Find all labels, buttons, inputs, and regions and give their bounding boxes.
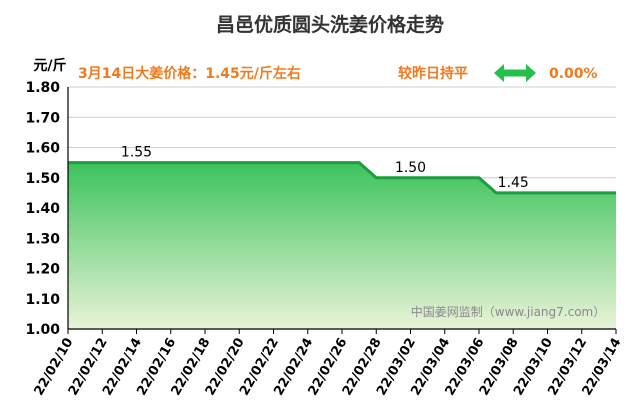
y-tick-label: 1.20: [25, 262, 60, 278]
chart-title: 昌邑优质圆头洗姜价格走势: [216, 13, 444, 36]
y-tick-label: 1.50: [25, 171, 60, 187]
data-label: 1.45: [498, 175, 529, 191]
price-area: [68, 162, 616, 329]
price-note: 3月14日大姜价格：1.45元/斤左右: [78, 65, 301, 82]
data-label: 1.50: [395, 160, 426, 176]
price-line: [68, 161, 616, 195]
y-tick-label: 1.40: [25, 201, 60, 217]
y-tick-label: 1.10: [25, 292, 60, 308]
flat-trend-arrow-icon: [494, 64, 536, 82]
data-labels: 1.55 1.50 1.45: [121, 145, 529, 191]
y-tick-label: 1.80: [25, 80, 60, 96]
trend-label: 较昨日持平: [398, 65, 468, 82]
y-axis-unit: 元/斤: [33, 57, 66, 74]
data-label: 1.55: [121, 145, 152, 161]
axes: [67, 87, 617, 334]
x-tick-labels: 22/02/1022/02/1222/02/1422/02/1622/02/18…: [32, 336, 625, 399]
y-tick-label: 1.60: [25, 141, 60, 157]
y-tick-label: 1.70: [25, 110, 60, 126]
y-tick-labels: 1.80 1.70 1.60 1.50 1.40 1.30 1.20 1.10 1.00: [25, 80, 60, 338]
y-tick-label: 1.30: [25, 231, 60, 247]
y-tick-label: 1.00: [25, 322, 60, 338]
watermark: 中国姜网监制（www.jiang7.com）: [411, 304, 605, 319]
change-percent: 0.00%: [549, 66, 598, 82]
